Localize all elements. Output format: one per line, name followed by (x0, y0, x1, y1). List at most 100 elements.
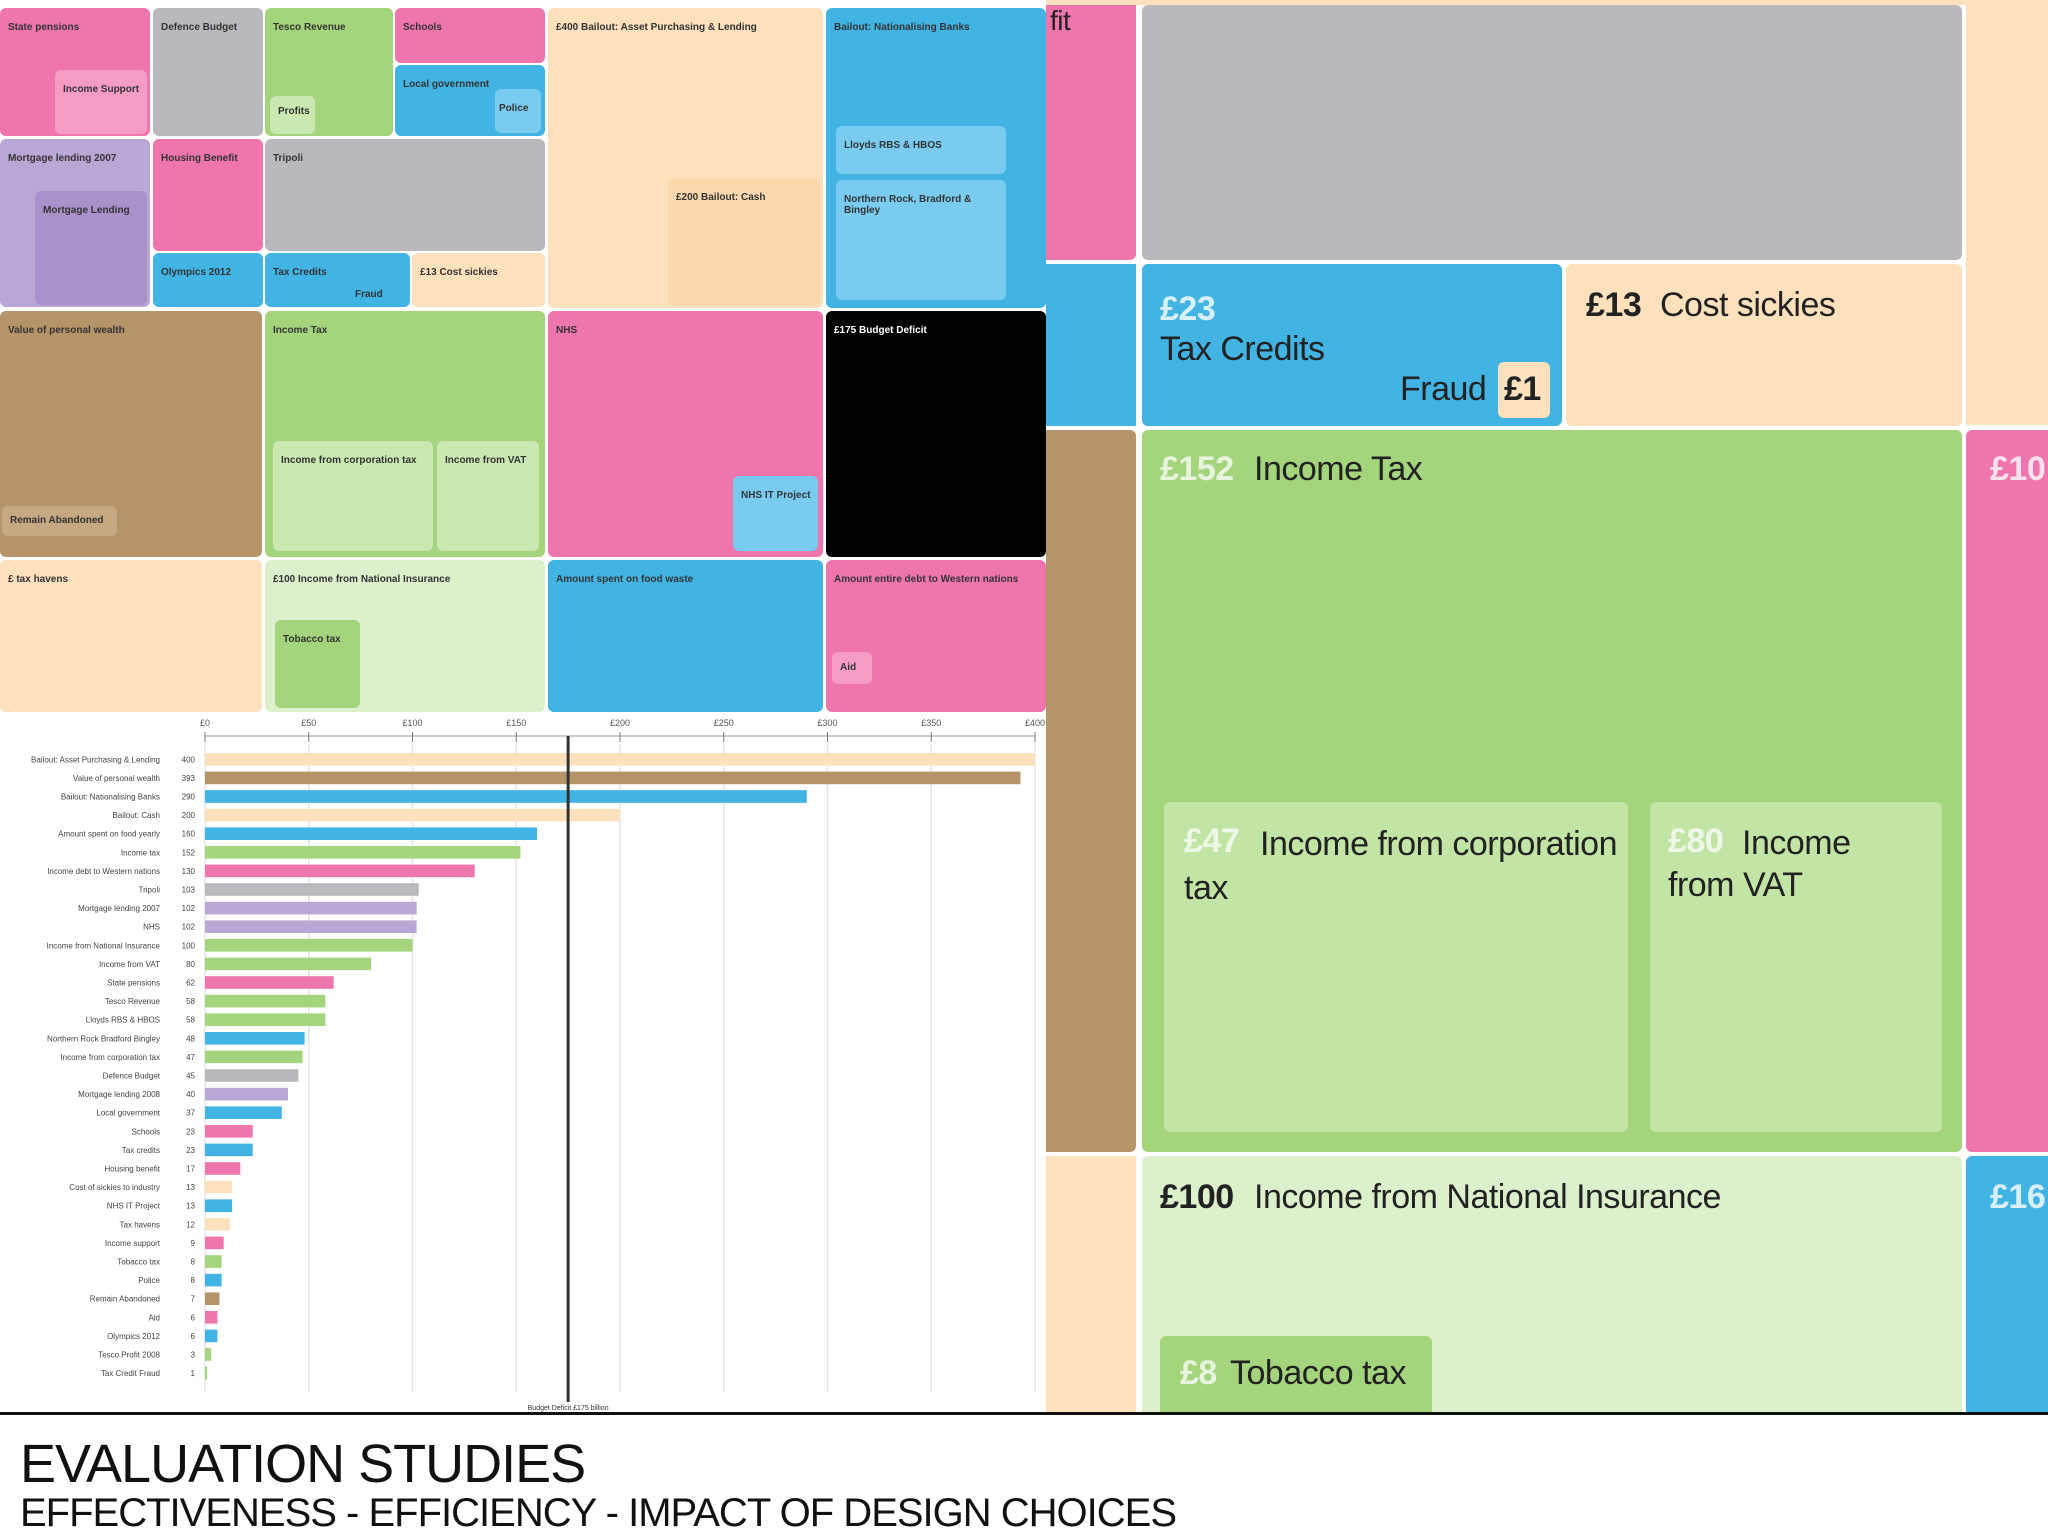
tile-income-corp-small[interactable]: Income from corporation tax (273, 441, 433, 551)
bar-category-label: Tesco Profit 2008 (98, 1351, 160, 1360)
tile-label: Income Support (63, 84, 140, 95)
bar-category-label: Tripoli (139, 886, 161, 895)
zoom-tile-fraud[interactable]: £1 (1498, 362, 1550, 418)
tile-mortgage-lending[interactable]: Mortgage Lending (35, 191, 147, 305)
tile-cost-sickies-small[interactable]: £13 Cost sickies (412, 253, 545, 307)
bar (205, 1329, 218, 1343)
zoom-tile-tax-credits[interactable]: £23 Tax Credits Fraud £1 (1142, 264, 1562, 426)
tile-label: £175 Budget Deficit (834, 325, 927, 336)
tile-label: £ tax havens (8, 574, 69, 585)
x-tick-label: £150 (506, 718, 526, 728)
tile-label: Tesco Revenue (273, 22, 346, 33)
zoom-ni-value: £100 (1160, 1178, 1234, 1216)
tile-budget-deficit[interactable]: £175 Budget Deficit (826, 311, 1046, 557)
tile-label: Remain Abandoned (10, 515, 104, 526)
bar-category-label: Northern Rock Bradford Bingley (47, 1034, 160, 1043)
x-tick-label: £250 (714, 718, 734, 728)
x-tick-label: £0 (200, 718, 210, 728)
bar-category-label: Bailout: Asset Purchasing & Lending (31, 755, 160, 764)
tile-label: State pensions (8, 22, 80, 33)
x-tick-label: £400 (1025, 718, 1045, 728)
bar-value-label: 130 (182, 867, 196, 876)
bar (205, 1013, 326, 1026)
tile-tax-credits-small[interactable]: Tax Credits Fraud (265, 253, 410, 307)
zoom-tile-income-vat[interactable]: £80 Income from VAT (1650, 802, 1942, 1132)
bar (205, 1069, 299, 1082)
bar-value-label: 393 (182, 774, 196, 783)
tile-income-vat-small[interactable]: Income from VAT (437, 441, 539, 551)
bar-category-label: Police (138, 1276, 160, 1285)
tile-local-gov[interactable]: Local government Police (395, 65, 545, 136)
zoom-cost-sickies-value: £13 (1586, 286, 1642, 324)
zoom-ni-label: Income from National Insurance (1254, 1178, 1721, 1216)
tile-value-personal[interactable]: Value of personal wealth Remain Abandone… (0, 311, 262, 557)
tile-bailout-nationalising[interactable]: Bailout: Nationalising Banks Lloyds RBS … (826, 8, 1046, 308)
tile-police[interactable]: Police (495, 89, 541, 133)
bar-category-label: Defence Budget (103, 1072, 161, 1081)
tile-aid[interactable]: Amount entire debt to Western nations Ai… (826, 560, 1046, 712)
tile-lloyds[interactable]: Lloyds RBS & HBOS (836, 126, 1006, 174)
tile-nhs-it[interactable]: NHS IT Project (733, 476, 818, 551)
bar (205, 1292, 220, 1305)
zoom-tile-peach-right[interactable] (1966, 5, 2048, 425)
tile-profits[interactable]: Profits (270, 96, 315, 134)
tile-label: Amount spent on food waste (556, 574, 694, 585)
tile-tesco-revenue[interactable]: Tesco Revenue Profits (265, 8, 393, 136)
tile-label: Tripoli (273, 153, 303, 164)
zoom-tile-income-tax[interactable]: £152 Income Tax £47 Income from corporat… (1142, 430, 1962, 1152)
tile-income-support[interactable]: Income Support (55, 70, 147, 134)
tile-state-pensions[interactable]: State pensions Income Support (0, 8, 150, 136)
tile-label: NHS IT Project (741, 490, 811, 501)
zoom-tile-brown-edge[interactable] (1046, 430, 1136, 1152)
zoom-tile-grey[interactable] (1142, 5, 1962, 260)
tile-bailout-cash[interactable]: £200 Bailout: Cash (668, 178, 820, 306)
tile-tax-havens[interactable]: £ tax havens (0, 560, 262, 712)
tile-bailout-purchasing[interactable]: £400 Bailout: Asset Purchasing & Lending… (548, 8, 823, 308)
x-tick-label: £100 (402, 718, 422, 728)
bar-category-label: Income from VAT (99, 960, 160, 969)
bar-category-label: NHS IT Project (107, 1202, 161, 1211)
zoom-tax-credits-value: £23 (1160, 290, 1216, 328)
tile-housing-benefit[interactable]: Housing Benefit (153, 139, 263, 251)
tile-defence-budget[interactable]: Defence Budget (153, 8, 263, 136)
zoom-tile-ni[interactable]: £100 Income from National Insurance £8 T… (1142, 1156, 1962, 1412)
tile-food-waste[interactable]: Amount spent on food waste (548, 560, 823, 712)
zoom-tile-income-corp[interactable]: £47 Income from corporation tax (1164, 802, 1628, 1132)
tile-label: Northern Rock, Bradford & Bingley (844, 194, 972, 216)
bar (205, 846, 521, 859)
zoom-tile-peach-bottom-edge[interactable] (1046, 1156, 1136, 1412)
zoom-tile-blue-edge[interactable] (1046, 264, 1136, 426)
bar (205, 790, 807, 803)
tile-income-tax-small[interactable]: Income Tax Income from corporation tax I… (265, 311, 545, 557)
zoom-edge-value-1: £10 (1990, 450, 2046, 488)
tile-nhs[interactable]: NHS NHS IT Project (548, 311, 823, 557)
tile-tobacco-small[interactable]: Tobacco tax (275, 620, 360, 708)
tile-tripoli[interactable]: Tripoli (265, 139, 545, 251)
tile-aid-small[interactable]: Aid (832, 652, 872, 684)
tile-label: Amount entire debt to Western nations (834, 574, 1019, 585)
bar-value-label: 102 (182, 904, 196, 913)
tile-ni-small[interactable]: £100 Income from National Insurance Toba… (265, 560, 545, 712)
zoom-tile-pink-edge[interactable]: fit (1046, 5, 1136, 260)
zoom-fraud-label: Fraud (1400, 370, 1487, 408)
tile-olympics[interactable]: Olympics 2012 (153, 253, 263, 307)
zoom-tile-blue-bottom-right[interactable]: £16 (1966, 1156, 2048, 1412)
tile-mortgage-2007[interactable]: Mortgage lending 2007 Mortgage Lending (0, 139, 150, 307)
bar-value-label: 45 (186, 1072, 195, 1081)
footer-subtitle: EFFECTIVENESS - EFFICIENCY - IMPACT OF D… (20, 1491, 1177, 1535)
tile-label: £13 Cost sickies (420, 267, 498, 278)
zoom-tile-pink-right[interactable]: £10 (1966, 430, 2048, 1152)
tile-remain-abandoned[interactable]: Remain Abandoned (2, 506, 117, 536)
bar-value-label: 100 (182, 941, 196, 950)
bar-value-label: 62 (186, 979, 195, 988)
bar-category-label: Cost of sickies to industry (69, 1183, 160, 1192)
bar-category-label: Income tax (121, 848, 160, 857)
bar-value-label: 102 (182, 923, 196, 932)
bar (205, 771, 1021, 785)
tile-schools[interactable]: Schools (395, 8, 545, 63)
bar-value-label: 12 (186, 1220, 195, 1229)
zoom-tile-tobacco[interactable]: £8 Tobacco tax (1160, 1336, 1432, 1412)
bar-category-label: State pensions (107, 979, 160, 988)
tile-northern[interactable]: Northern Rock, Bradford & Bingley (836, 180, 1006, 300)
zoom-tile-cost-sickies[interactable]: £13 Cost sickies (1566, 264, 1962, 426)
